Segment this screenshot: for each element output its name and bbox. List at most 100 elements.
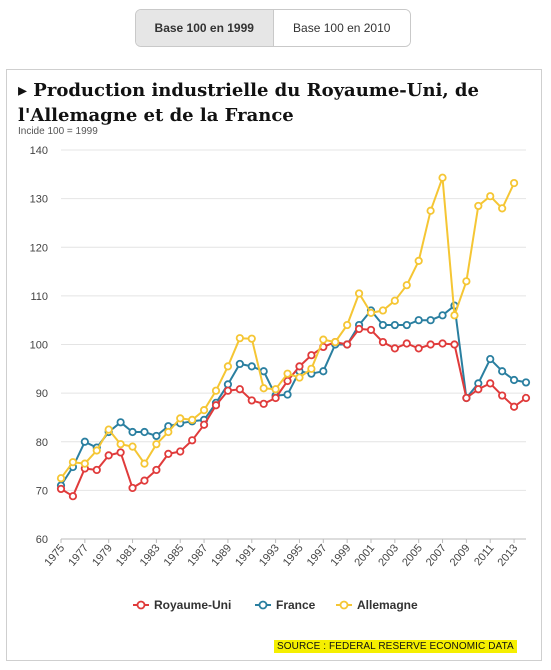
data-point [390, 296, 399, 305]
legend-swatch-marker [136, 600, 146, 610]
y-tick-label: 90 [36, 388, 48, 400]
y-tick-label: 120 [30, 242, 48, 254]
x-tick-label: 1993 [257, 542, 282, 568]
data-point [402, 281, 411, 290]
data-point [140, 459, 149, 468]
data-point [152, 465, 161, 475]
chart-card [6, 69, 542, 661]
legend-label: Royaume-Uni [154, 598, 231, 612]
data-point [509, 402, 519, 411]
data-point [426, 206, 435, 215]
data-point [331, 337, 340, 347]
x-tick-label: 1991 [233, 542, 258, 568]
legend-swatch-marker [258, 600, 268, 610]
data-point [474, 201, 483, 211]
data-point [498, 367, 507, 376]
data-point [116, 440, 125, 449]
data-point [223, 362, 233, 371]
data-point [486, 192, 495, 201]
x-tick-label: 1983 [138, 542, 163, 568]
data-point [116, 448, 125, 457]
data-point [211, 386, 221, 395]
x-tick-label: 2007 [424, 542, 449, 568]
data-point [140, 476, 149, 485]
data-point [235, 385, 244, 394]
x-tick-label: 1985 [162, 542, 187, 568]
y-tick-label: 70 [36, 485, 48, 497]
data-point [259, 399, 268, 408]
data-point [223, 386, 233, 395]
data-point [354, 324, 364, 334]
data-point [462, 393, 471, 403]
data-point [462, 277, 471, 286]
data-point [521, 393, 531, 403]
data-point [199, 420, 209, 429]
series-line-france [60, 304, 527, 487]
data-point [164, 449, 173, 459]
data-point [438, 173, 447, 182]
data-point [152, 431, 161, 441]
data-point [247, 362, 256, 371]
data-point [68, 458, 78, 467]
data-point [378, 337, 388, 347]
chart-subtitle: Incide 100 = 1999 [18, 126, 98, 137]
data-point [366, 325, 376, 335]
data-point [235, 334, 244, 343]
data-point [450, 340, 459, 349]
data-point [498, 391, 507, 400]
legend-label: Allemagne [357, 598, 418, 612]
base-1999-button[interactable]: Base 100 en 1999 [136, 10, 274, 46]
data-point [486, 379, 495, 388]
data-point [414, 256, 423, 265]
data-point [426, 340, 435, 349]
data-point [104, 451, 113, 460]
data-point [343, 320, 352, 330]
data-point [521, 378, 531, 387]
data-point [414, 316, 423, 325]
data-point [211, 401, 221, 410]
data-point [188, 436, 197, 445]
y-tick-label: 140 [30, 145, 48, 157]
data-point [426, 316, 435, 325]
data-point [259, 367, 268, 376]
data-point [295, 362, 304, 371]
data-point [354, 289, 364, 298]
data-point [319, 335, 328, 344]
data-point [80, 459, 89, 468]
data-point [56, 484, 66, 494]
data-point [509, 375, 519, 385]
data-point [378, 320, 388, 330]
data-point [80, 437, 89, 446]
x-tick-label: 2001 [352, 542, 377, 568]
data-point [235, 359, 244, 369]
data-point [92, 446, 101, 455]
x-tick-label: 1975 [42, 542, 67, 568]
data-point [390, 320, 399, 330]
data-point [307, 351, 316, 360]
y-tick-label: 130 [30, 194, 48, 206]
base-2010-button[interactable]: Base 100 en 2010 [273, 10, 410, 46]
legend-label: France [276, 598, 316, 612]
x-tick-label: 1997 [305, 542, 330, 568]
data-point [283, 376, 292, 386]
data-point [414, 344, 423, 353]
data-point [390, 344, 399, 353]
data-point [283, 369, 292, 378]
data-point [104, 425, 113, 434]
data-point [402, 320, 411, 330]
x-tick-label: 2009 [448, 542, 473, 568]
x-tick-label: 1977 [66, 542, 91, 568]
x-tick-label: 1989 [209, 542, 234, 568]
x-tick-label: 1979 [90, 542, 115, 568]
data-point [188, 415, 197, 424]
data-point [116, 418, 125, 427]
data-point [402, 339, 411, 348]
chart-title: ▸ Production industrielle du Royaume-Uni… [18, 80, 479, 126]
data-point [366, 308, 376, 317]
data-point [450, 311, 459, 320]
x-tick-label: 1995 [281, 542, 306, 568]
legend-swatch-marker [339, 600, 349, 610]
data-point [128, 483, 137, 493]
y-tick-label: 80 [36, 437, 48, 449]
data-point [319, 367, 328, 376]
